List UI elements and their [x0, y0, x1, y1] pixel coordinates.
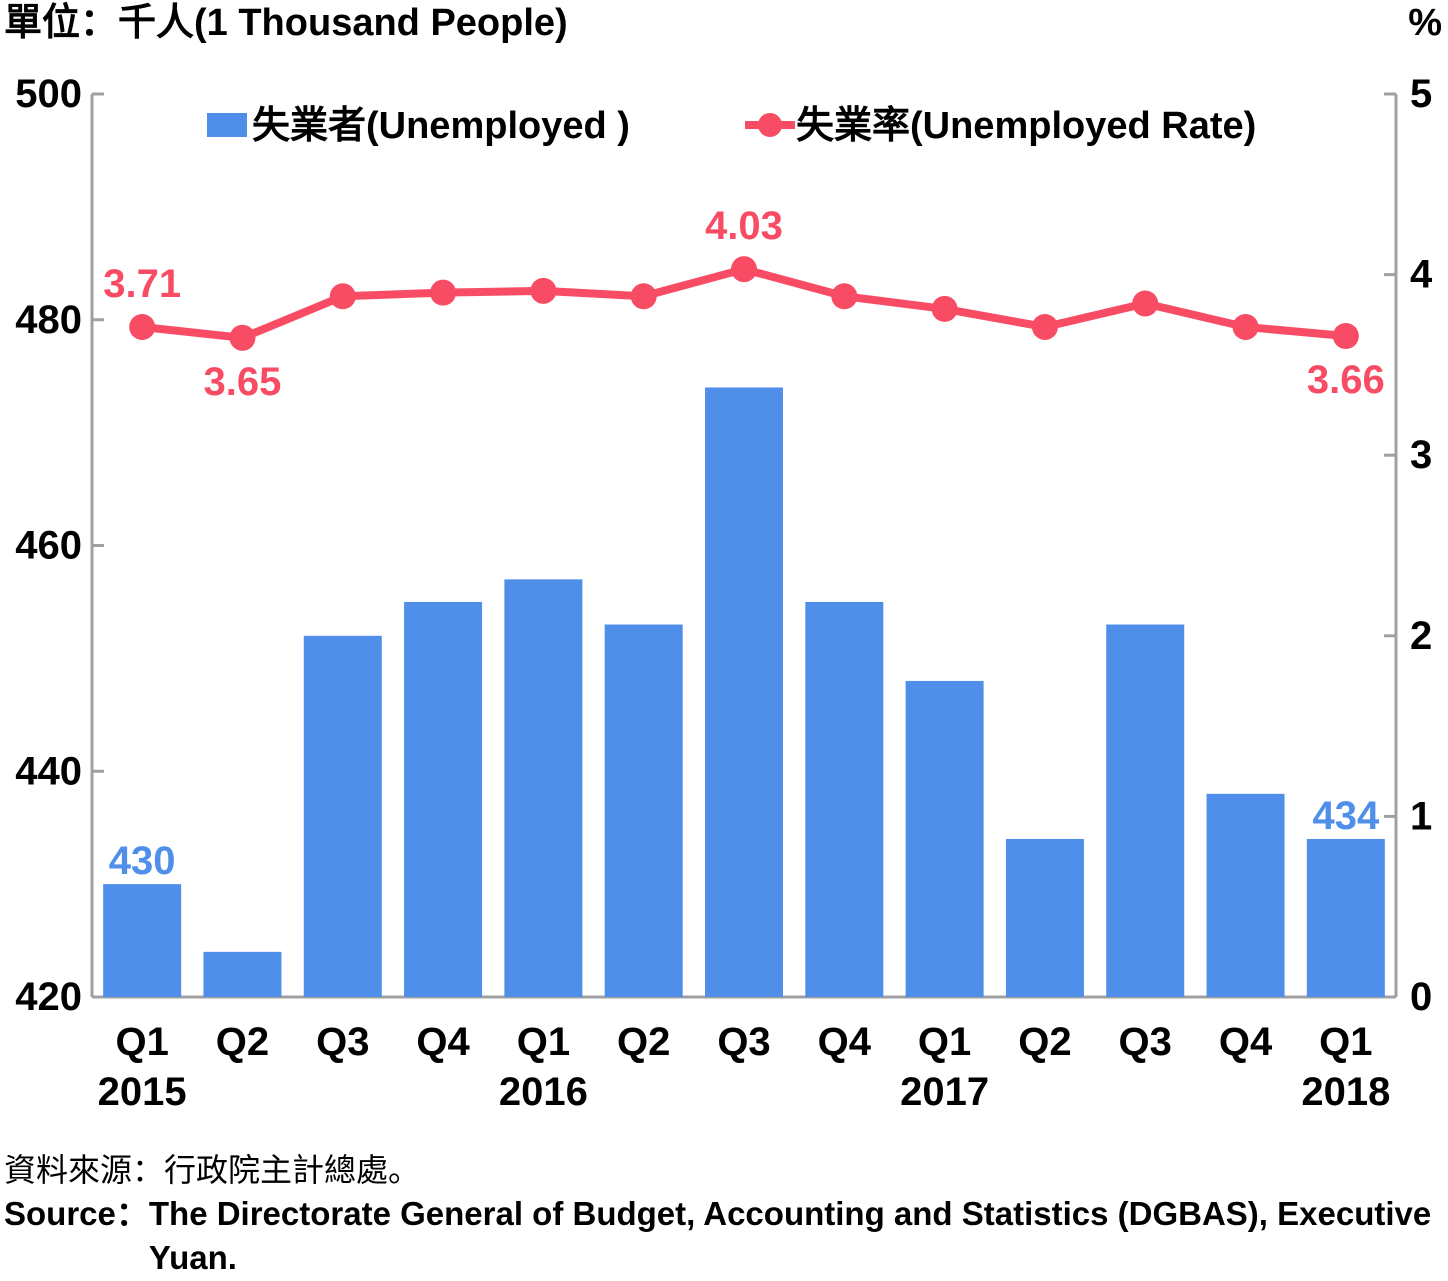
- bar: [1306, 838, 1385, 997]
- bar: [1005, 838, 1084, 997]
- x-tick-label: Q4: [1219, 1020, 1273, 1064]
- rate-point: [430, 279, 457, 306]
- x-tick-label: Q4: [818, 1020, 872, 1064]
- bar: [504, 579, 583, 997]
- x-tick-label: Q3: [1119, 1020, 1172, 1064]
- rate-point: [129, 313, 156, 340]
- bar: [905, 680, 984, 997]
- bar: [1106, 624, 1185, 997]
- rate-point: [731, 256, 757, 283]
- data-label: 430: [109, 839, 176, 883]
- left-tick-label: 460: [15, 524, 82, 568]
- bar: [404, 601, 483, 997]
- rate-point: [530, 277, 557, 304]
- bar: [303, 635, 382, 997]
- legend-swatch-bar: [207, 113, 247, 137]
- source-en-label: Source：: [4, 1195, 149, 1232]
- left-axis-unit-label: 單位：千人(1 Thousand People): [4, 2, 568, 44]
- legend-swatch-point: [758, 113, 782, 137]
- left-tick-label: 440: [15, 749, 82, 793]
- x-tick-label: Q1: [918, 1020, 971, 1064]
- rate-point: [831, 283, 858, 310]
- x-tick-label: Q3: [717, 1020, 770, 1064]
- right-tick-label: 3: [1410, 433, 1432, 477]
- left-tick-label: 420: [15, 975, 82, 1019]
- bar: [604, 624, 683, 997]
- x-tick-label: Q4: [416, 1020, 470, 1064]
- rate-point: [931, 295, 958, 322]
- bar: [103, 884, 182, 997]
- year-label: 2016: [499, 1070, 588, 1114]
- data-label: 3.65: [204, 360, 282, 404]
- x-tick-label: Q2: [1018, 1020, 1071, 1064]
- right-tick-label: 5: [1410, 72, 1432, 116]
- right-axis-unit-label: %: [1408, 2, 1442, 44]
- rate-point: [1031, 313, 1058, 340]
- rate-point: [1332, 323, 1359, 350]
- source-note: 資料來源：行政院主計總處。 Source： The Directorate Ge…: [4, 1148, 1444, 1280]
- x-tick-label: Q2: [216, 1020, 269, 1064]
- right-tick-label: 4: [1410, 253, 1433, 297]
- year-label: 2017: [900, 1070, 989, 1114]
- rate-point: [1132, 290, 1159, 317]
- legend-label-line: 失業率(Unemployed Rate): [796, 105, 1256, 147]
- left-tick-label: 480: [15, 298, 82, 342]
- bar: [203, 951, 282, 997]
- year-label: 2018: [1301, 1070, 1390, 1114]
- rate-point: [329, 283, 356, 310]
- bar: [805, 601, 884, 997]
- right-tick-label: 2: [1410, 614, 1432, 658]
- left-tick-label: 500: [15, 72, 82, 116]
- bar: [705, 387, 783, 998]
- x-tick-label: Q1: [1319, 1020, 1372, 1064]
- rate-point: [1232, 313, 1259, 340]
- unemployment-chart: 420 440 460 480 500 0 1 2 3 4 5 單位：千人(1 Thousand Pe…: [4, 2, 1442, 1114]
- data-label: 4.03: [705, 204, 783, 248]
- source-zh: 資料來源：行政院主計總處。: [4, 1151, 421, 1189]
- x-tick-label: Q1: [517, 1020, 570, 1064]
- rate-point: [229, 324, 256, 351]
- data-label: 3.66: [1307, 358, 1385, 402]
- bar: [1206, 793, 1285, 997]
- legend-label-bar: 失業者(Unemployed ): [252, 105, 630, 147]
- data-label: 434: [1312, 794, 1379, 838]
- rate-point: [630, 283, 657, 310]
- right-tick-label: 1: [1410, 794, 1432, 838]
- data-label: 3.71: [103, 262, 181, 306]
- year-label: 2015: [98, 1070, 187, 1114]
- source-en-text: The Directorate General of Budget, Accou…: [148, 1195, 1432, 1276]
- x-tick-label: Q2: [617, 1020, 670, 1064]
- source-en: Source： The Directorate General of Budge…: [4, 1192, 1444, 1280]
- right-tick-label: 0: [1410, 975, 1432, 1019]
- x-tick-label: Q1: [115, 1020, 168, 1064]
- x-tick-label: Q3: [316, 1020, 369, 1064]
